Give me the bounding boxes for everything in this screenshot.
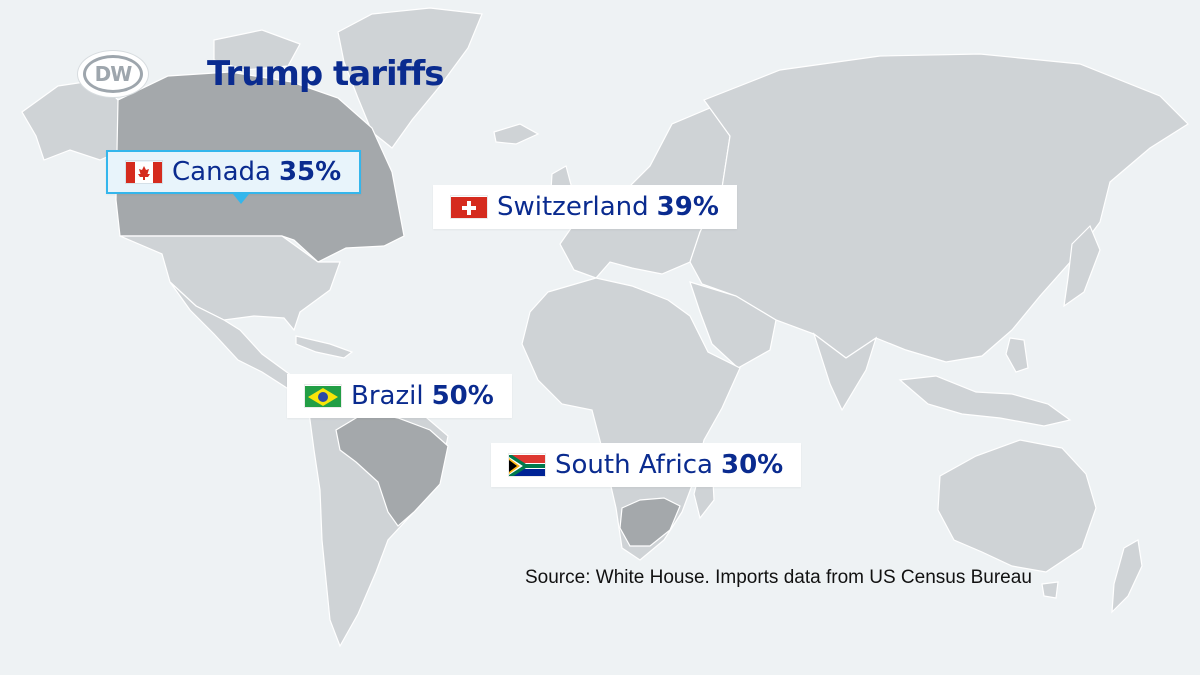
country-label-south-africa: South Africa 30% [491, 443, 802, 487]
caribbean-shape [295, 335, 354, 359]
country-name: Canada [172, 157, 271, 187]
country-name: South Africa [555, 450, 713, 480]
country-name: Brazil [351, 381, 424, 411]
new-zealand-shape [1111, 539, 1143, 614]
tariff-value: 30% [720, 450, 784, 480]
india-shape [812, 332, 878, 412]
country-label-brazil: Brazil 50% [287, 374, 512, 418]
dw-logo-text: DW [83, 55, 143, 93]
country-label-switzerland: Switzerland 39% [433, 185, 737, 229]
south-africa-shape [619, 497, 681, 547]
flag-switzerland-icon [451, 196, 487, 218]
page-title: Trump tariffs [207, 54, 444, 94]
country-label-canada: Canada 35% [106, 150, 362, 194]
tariff-value: 50% [431, 381, 494, 411]
africa-shape [521, 277, 741, 561]
country-name: Switzerland [497, 192, 649, 222]
flag-brazil-icon [305, 385, 341, 407]
japan-shape [1063, 224, 1101, 308]
arabia-shape [689, 281, 777, 369]
brazil-shape [335, 411, 449, 527]
southeast-asia-shape [898, 375, 1072, 427]
tariff-value: 35% [278, 157, 342, 187]
flag-south-africa-icon [509, 454, 545, 476]
iceland-shape [493, 123, 540, 145]
dw-logo: DW [78, 51, 148, 97]
greenland-shape [337, 7, 483, 149]
australia-shape [937, 439, 1097, 573]
asia-shape [689, 53, 1189, 363]
canada-label-pointer [233, 194, 249, 204]
arctic-islands-shape [213, 29, 301, 71]
tariff-value: 39% [656, 192, 719, 222]
philippines-shape [1005, 337, 1029, 373]
tasmania-shape [1041, 581, 1059, 599]
source-note: Source: White House. Imports data from U… [525, 567, 1032, 588]
flag-canada-icon [126, 161, 162, 183]
